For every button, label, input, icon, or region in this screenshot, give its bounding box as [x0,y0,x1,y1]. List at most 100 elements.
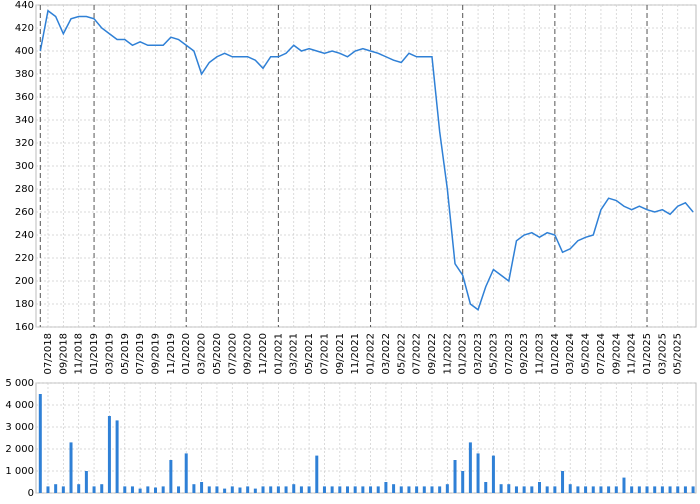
volume-bar [591,486,595,493]
volume-bar [69,442,73,493]
x-tick-label: 03/2019 [104,333,115,375]
x-tick-label: 11/2020 [258,333,269,375]
volume-bar [284,486,288,493]
volume-bar [92,486,96,493]
x-tick-label: 05/2019 [120,333,131,375]
x-tick-label: 01/2022 [366,333,377,375]
volume-bar [361,486,365,493]
volume-bar [184,453,188,493]
x-tick-label: 05/2025 [673,333,684,375]
y-tick-label: 260 [15,207,34,218]
y-tick-label: 200 [15,276,34,287]
volume-bar [276,486,280,493]
volume-bar [561,471,565,493]
x-tick-label: 11/2021 [350,333,361,375]
volume-bar [238,487,242,493]
x-tick-label: 03/2025 [657,333,668,375]
volume-bar [138,488,142,493]
x-tick-label: 05/2021 [304,333,315,375]
volume-bar [299,486,303,493]
x-tick-label: 03/2020 [197,333,208,375]
x-tick-label: 05/2020 [212,333,223,375]
volume-bar [568,484,572,493]
y-tick-label: 220 [15,253,34,264]
x-tick-label: 09/2021 [335,333,346,375]
volume-bar [192,484,196,493]
volume-bar [453,460,457,493]
volume-bar [246,486,250,493]
x-tick-label: 11/2018 [74,333,85,375]
volume-bar [468,442,472,493]
volume-bar [491,455,495,493]
y-tick-label: 5 000 [5,378,34,389]
y-tick-label: 280 [15,184,34,195]
volume-bar [392,484,396,493]
volume-bar [84,471,88,493]
x-tick-label: 03/2021 [289,333,300,375]
volume-bar [507,484,511,493]
y-tick-label: 3 000 [5,422,34,433]
volume-bar [438,486,442,493]
volume-bar [154,487,157,493]
volume-bar [200,482,204,493]
y-tick-label: 0 [28,488,34,499]
y-tick-label: 440 [15,0,34,11]
volume-bar [676,486,680,493]
y-tick-label: 320 [15,138,34,149]
x-tick-label: 07/2023 [504,333,515,375]
volume-bar [307,486,311,493]
volume-bar [115,420,119,493]
y-tick-label: 400 [15,46,34,57]
volume-bar [54,484,58,493]
volume-bar [530,486,534,493]
volume-bar [476,453,480,493]
volume-bar [46,486,50,493]
volume-bar [322,486,326,493]
volume-bar [461,471,465,493]
x-tick-label: 05/2023 [488,333,499,375]
x-tick-label: 01/2019 [89,333,100,375]
volume-bar [261,486,265,493]
y-tick-label: 300 [15,161,34,172]
volume-bar [353,486,357,493]
x-tick-label: 05/2022 [396,333,407,375]
volume-bar [207,486,211,493]
volume-bar [653,486,657,493]
x-tick-label: 01/2024 [550,333,561,375]
x-tick-label: 07/2022 [412,333,423,375]
x-tick-label: 09/2024 [611,333,622,375]
volume-bar [100,484,104,493]
x-tick-label: 07/2018 [43,333,54,375]
volume-bar [346,486,349,493]
volume-bar [384,482,388,493]
volume-bar [553,486,557,493]
volume-bar [484,482,488,493]
x-tick-label: 07/2020 [227,333,238,375]
volume-bar [223,488,227,493]
volume-bar [660,486,664,493]
volume-bar [77,484,81,493]
x-tick-label: 05/2024 [581,333,592,375]
volume-bar [691,486,695,493]
volume-bar [146,486,150,493]
volume-bar [253,488,257,493]
y-tick-label: 1 000 [5,466,34,477]
y-tick-label: 240 [15,230,34,241]
volume-bar [177,486,181,493]
x-tick-label: 07/2021 [319,333,330,375]
x-tick-label: 03/2022 [381,333,392,375]
volume-bar [499,484,503,493]
volume-bar [315,455,319,493]
volume-bar [407,486,411,493]
volume-bar [215,486,219,493]
volume-bar [607,486,611,493]
x-tick-label: 07/2019 [135,333,146,375]
volume-bar [269,486,273,493]
volume-bar [645,486,649,493]
volume-bar [445,484,449,493]
y-tick-label: 360 [15,92,34,103]
volume-bar [683,486,687,493]
volume-bar [230,486,234,493]
volume-bar [422,486,426,493]
